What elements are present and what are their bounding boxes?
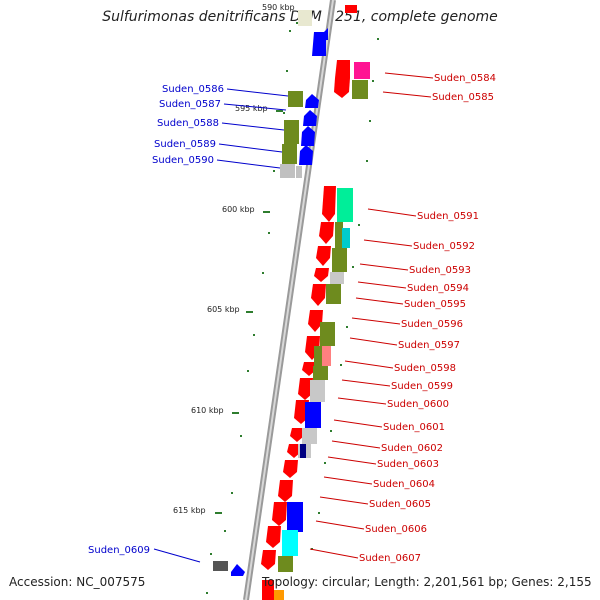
gene-label-suden-0601: Suden_0601	[383, 422, 445, 433]
scale-tick-600	[263, 211, 270, 213]
scale-tick-605	[246, 311, 253, 313]
scale-label-590: 590 kbp	[262, 3, 295, 12]
gene-label-suden-0590: Suden_0590	[152, 155, 214, 166]
gene-blocks-0584-0585	[334, 60, 370, 99]
scale-label-600: 600 kbp	[222, 205, 255, 214]
gene-label-suden-0596: Suden_0596	[401, 319, 463, 330]
label-leaders-right	[309, 72, 434, 559]
gene-label-suden-0595: Suden_0595	[404, 299, 466, 310]
gene-label-suden-0599: Suden_0599	[391, 381, 453, 392]
gene-label-suden-0592: Suden_0592	[413, 241, 475, 252]
topology-label: Topology: circular; Length: 2,201,561 bp…	[262, 575, 592, 589]
gene-label-suden-0588: Suden_0588	[157, 118, 219, 129]
gene-blocks-0591-0607	[261, 186, 353, 600]
gene-label-suden-0607: Suden_0607	[359, 553, 421, 564]
gene-label-suden-0604: Suden_0604	[373, 479, 435, 490]
gene-label-suden-0589: Suden_0589	[154, 139, 216, 150]
gene-label-suden-0594: Suden_0594	[407, 283, 469, 294]
scale-label-595: 595 kbp	[235, 104, 268, 113]
guide-dots	[206, 30, 379, 594]
gene-label-suden-0587: Suden_0587	[159, 99, 221, 110]
gene-label-suden-0602: Suden_0602	[381, 443, 443, 454]
gene-blocks-0609	[213, 561, 245, 576]
gene-label-suden-0585: Suden_0585	[432, 92, 494, 103]
scale-label-610: 610 kbp	[191, 406, 224, 415]
gene-label-suden-0605: Suden_0605	[369, 499, 431, 510]
scale-ticks: 590 kbp 595 kbp 600 kbp 605 kbp 610 kbp …	[173, 3, 302, 515]
gene-label-suden-0593: Suden_0593	[409, 265, 471, 276]
gene-label-suden-0600: Suden_0600	[387, 399, 449, 410]
gene-label-suden-0609: Suden_0609	[88, 545, 150, 556]
gene-labels-left: Suden_0586 Suden_0587 Suden_0588 Suden_0…	[88, 84, 224, 556]
gene-label-suden-0603: Suden_0603	[377, 459, 439, 470]
scale-tick-595	[276, 110, 283, 112]
gene-label-suden-0598: Suden_0598	[394, 363, 456, 374]
gene-labels-right: Suden_0584 Suden_0585 Suden_0591 Suden_0…	[359, 73, 496, 564]
scale-tick-610	[232, 412, 239, 414]
gene-label-suden-0597: Suden_0597	[398, 340, 460, 351]
scale-tick-615	[215, 512, 222, 514]
label-leaders-left	[153, 88, 289, 563]
gene-label-suden-0586: Suden_0586	[162, 84, 224, 95]
gene-label-suden-0606: Suden_0606	[365, 524, 427, 535]
scale-label-615: 615 kbp	[173, 506, 206, 515]
gene-label-suden-0584: Suden_0584	[434, 73, 496, 84]
gene-label-suden-0591: Suden_0591	[417, 211, 479, 222]
gene-blocks-top	[298, 5, 357, 56]
gene-blocks-0586-0590	[280, 91, 319, 178]
accession-label: Accession: NC_007575	[9, 575, 146, 589]
scale-label-605: 605 kbp	[207, 305, 240, 314]
